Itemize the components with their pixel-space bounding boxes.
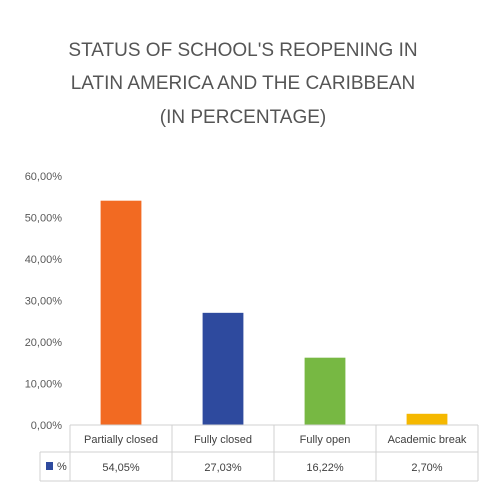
chart-title-line-3: (IN PERCENTAGE): [160, 107, 326, 128]
bar: [406, 413, 448, 425]
y-tick-label: 50,00%: [25, 213, 63, 225]
value-label: 27,03%: [204, 462, 242, 474]
chart-title: STATUS OF SCHOOL'S REOPENING IN LATIN AM…: [68, 40, 417, 128]
chart-title-line-1: STATUS OF SCHOOL'S REOPENING IN: [68, 40, 417, 61]
bar: [202, 312, 244, 425]
category-label: Fully closed: [194, 434, 252, 446]
bar: [100, 200, 142, 425]
y-tick-label: 60,00%: [25, 171, 63, 183]
data-table: Partially closed Fully closed Fully open Ac…: [39, 424, 479, 482]
y-tick-label: 20,00%: [25, 337, 63, 349]
legend-series-name: %: [57, 461, 67, 473]
value-label: 16,22%: [306, 462, 344, 474]
y-tick-label: 0,00%: [31, 420, 62, 432]
y-axis: 0,00% 10,00% 20,00% 30,00% 40,00% 50,00% 60,00…: [25, 171, 63, 432]
category-label: Fully open: [300, 434, 351, 446]
bars: [100, 200, 448, 425]
y-tick-label: 30,00%: [25, 296, 63, 308]
category-label: Academic break: [388, 434, 467, 446]
y-tick-label: 40,00%: [25, 254, 63, 266]
chart-title-line-2: LATIN AMERICA AND THE CARIBBEAN: [71, 73, 416, 94]
value-label: 2,70%: [411, 462, 442, 474]
category-label: Partially closed: [84, 434, 158, 446]
value-label: 54,05%: [102, 462, 140, 474]
legend-key: [46, 462, 53, 470]
bar: [304, 357, 346, 425]
y-tick-label: 10,00%: [25, 379, 63, 391]
